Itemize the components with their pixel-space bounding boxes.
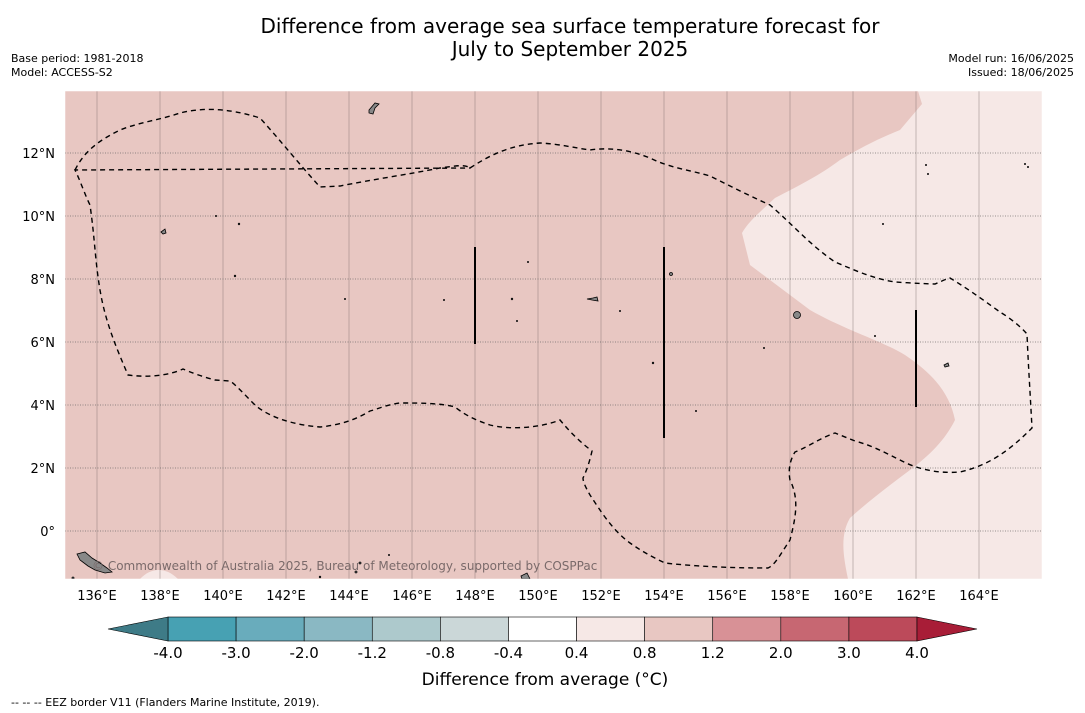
colorbar-tick-labels: -4.0 -3.0 -2.0 -1.2 -0.8 -0.4 0.4 0.8 1.2 2.0 3.0 4… — [153, 644, 929, 662]
map-plot-area: © Commonwealth of Australia 2025, Bureau… — [65, 91, 1042, 579]
colorbar-bin — [576, 616, 645, 642]
issued-text: Issued: 18/06/2025 — [967, 66, 1074, 79]
x-tick-label: 142°E — [266, 589, 306, 604]
colorbar-bin — [303, 616, 373, 642]
y-tick-label: 8°N — [31, 273, 56, 288]
colorbar-bin — [644, 616, 714, 642]
colorbar-bin — [508, 616, 577, 642]
y-tick-label: 12°N — [22, 147, 55, 162]
y-tick-label: 6°N — [31, 336, 56, 351]
y-tick-label: 10°N — [22, 210, 55, 225]
island-kosrae — [943, 362, 950, 368]
latitude-gridlines — [65, 152, 1042, 532]
x-tick-label: 154°E — [644, 589, 684, 604]
x-tick-label: 160°E — [833, 589, 873, 604]
colorbar-over-arrow — [916, 616, 978, 642]
plot-frame — [64, 90, 1043, 580]
x-tick-label: 148°E — [455, 589, 495, 604]
x-tick-label: 136°E — [77, 589, 117, 604]
x-tick-label: 156°E — [707, 589, 747, 604]
island-chuuk — [586, 296, 599, 302]
x-tick-label: 158°E — [770, 589, 810, 604]
longitude-tick-labels: 136°E 138°E 140°E 142°E 144°E 146°E 148°… — [77, 589, 999, 604]
base-period-text: Base period: 1981-2018 — [11, 52, 144, 65]
colorbar-tick-label: 4.0 — [905, 644, 929, 662]
colorbar-bin — [371, 616, 441, 642]
anomaly-0-4-to-0-8-region — [742, 91, 1042, 579]
x-tick-label: 162°E — [896, 589, 936, 604]
metadata-left: Base period: 1981-2018 Model: ACCESS-S2 — [11, 52, 143, 80]
eez-border-palau-fsm-west — [73, 108, 1033, 569]
metadata-right: Model run: 16/06/2025 Issued: 18/06/2025 — [948, 52, 1074, 80]
colorbar-tick-label: -3.0 — [221, 644, 250, 662]
island-yap — [160, 228, 167, 235]
colorbar-bin — [848, 616, 918, 642]
colorbar-bin — [440, 616, 509, 642]
x-tick-label: 138°E — [140, 589, 180, 604]
colorbar-tick-label: 3.0 — [837, 644, 861, 662]
island-bottom-1 — [520, 572, 531, 579]
eez-footnote: -- -- -- EEZ border V11 (Flanders Marine… — [11, 696, 320, 709]
survey-lines — [474, 247, 917, 438]
x-tick-label: 140°E — [203, 589, 243, 604]
colorbar-tick-label: -1.2 — [358, 644, 387, 662]
colorbar-bin — [712, 616, 782, 642]
colorbar-tick-label: 1.2 — [701, 644, 725, 662]
colorbar-tick-label: 0.4 — [565, 644, 589, 662]
x-tick-label: 152°E — [581, 589, 621, 604]
map-title-line-1: Difference from average sea surface temp… — [260, 14, 880, 38]
island-pohnpei — [793, 311, 801, 319]
colorbar-tick-label: 0.8 — [633, 644, 657, 662]
copyright-text: © Commonwealth of Australia 2025, Bureau… — [92, 559, 597, 573]
colorbar-tick-label: -0.4 — [494, 644, 523, 662]
colorbar: -4.0 -3.0 -2.0 -1.2 -0.8 -0.4 0.4 0.8 1.2 2.0 3.0 4… — [107, 616, 978, 662]
x-tick-label: 144°E — [329, 589, 369, 604]
island-guam-area — [368, 102, 380, 115]
x-tick-label: 146°E — [392, 589, 432, 604]
eez-borders — [73, 108, 1033, 569]
latitude-tick-labels: 12°N 10°N 8°N 6°N 4°N 2°N 0° — [22, 147, 55, 540]
colorbar-tick-label: 2.0 — [769, 644, 793, 662]
colorbar-bin — [235, 616, 305, 642]
colorbar-bin — [780, 616, 850, 642]
colorbar-tick-label: -0.8 — [426, 644, 455, 662]
model-run-text: Model run: 16/06/2025 — [948, 52, 1074, 65]
colorbar-tick-label: -4.0 — [153, 644, 182, 662]
colorbar-tick-label: -2.0 — [290, 644, 319, 662]
y-tick-label: 2°N — [31, 462, 56, 477]
x-tick-label: 150°E — [518, 589, 558, 604]
islands — [71, 102, 1030, 579]
colorbar-bin — [167, 616, 237, 642]
y-tick-label: 4°N — [31, 399, 56, 414]
colorbar-under-arrow — [107, 616, 169, 642]
y-tick-label: 0° — [40, 525, 55, 540]
island-palau-area — [76, 551, 113, 574]
model-text: Model: ACCESS-S2 — [11, 66, 113, 79]
map-title-line-2: July to September 2025 — [451, 37, 689, 61]
colorbar-title: Difference from average (°C) — [421, 670, 669, 690]
colorbar-bins — [167, 616, 918, 642]
anomaly-small-patch — [140, 569, 178, 579]
x-tick-label: 164°E — [959, 589, 999, 604]
longitude-gridlines — [96, 91, 980, 579]
